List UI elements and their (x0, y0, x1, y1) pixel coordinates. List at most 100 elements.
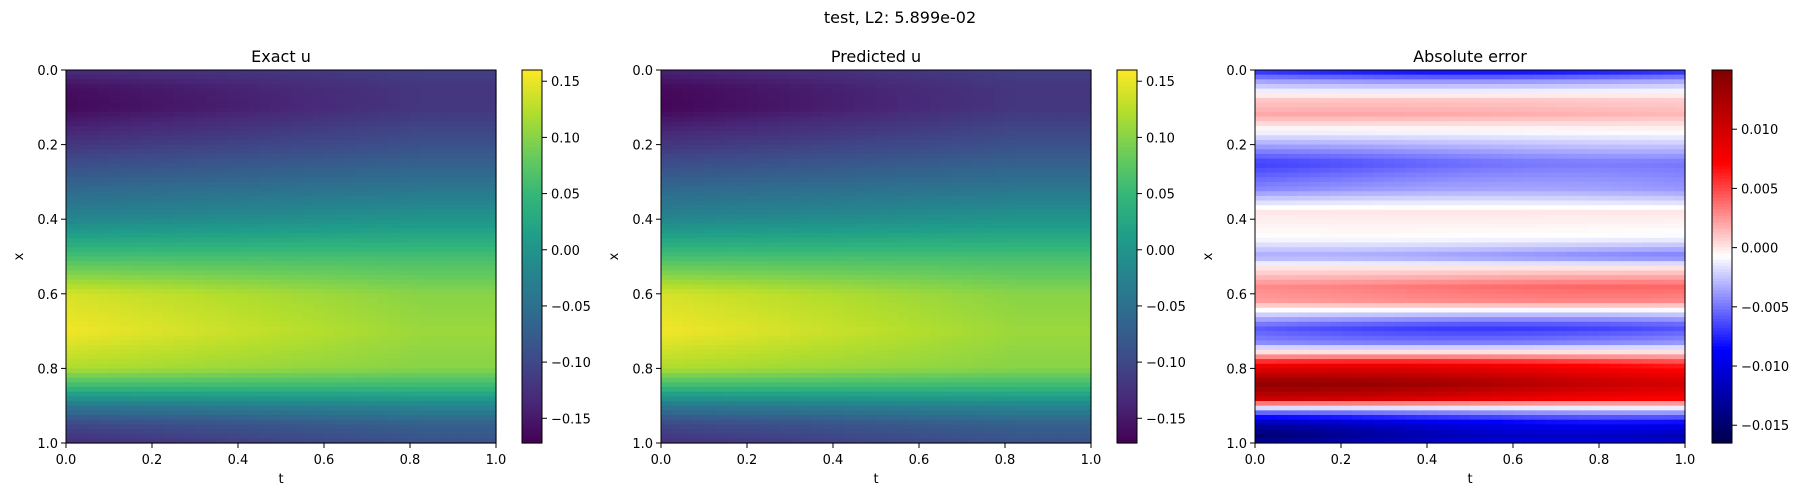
heatmap-cell (270, 228, 282, 234)
heatmap-cell (779, 144, 791, 150)
heatmap-cell (87, 139, 99, 146)
heatmap-cell (119, 279, 132, 286)
heatmap-cell (377, 195, 390, 202)
heatmap-cell (87, 368, 99, 374)
heatmap-cell (227, 121, 239, 127)
heatmap-cell (431, 345, 443, 351)
heatmap-cell (76, 233, 89, 239)
heatmap-cell (141, 172, 153, 178)
heatmap-cell (281, 303, 293, 309)
heatmap-cell (983, 247, 995, 253)
heatmap-cell (141, 377, 153, 383)
heatmap-cell (442, 172, 454, 178)
heatmap-cell (725, 74, 737, 80)
heatmap-cell (109, 270, 121, 276)
heatmap-cell (152, 177, 164, 183)
heatmap-cell (768, 219, 780, 225)
heatmap-cell (98, 111, 110, 118)
heatmap-cell (152, 111, 164, 118)
heatmap-cell (248, 167, 261, 174)
heatmap-cell (238, 74, 250, 80)
heatmap-cell (334, 102, 347, 108)
colorbar-segment (522, 439, 542, 444)
heatmap-cell (248, 284, 261, 290)
heatmap-cell (747, 149, 759, 155)
heatmap-cell (173, 298, 185, 304)
heatmap-cell (270, 321, 282, 328)
heatmap-cell (410, 70, 422, 76)
heatmap-cell (205, 163, 218, 169)
heatmap-cell (442, 83, 454, 90)
heatmap-cell (1005, 223, 1017, 230)
heatmap-cell (972, 144, 985, 150)
heatmap-cell (768, 233, 780, 239)
heatmap-cell (152, 405, 164, 411)
heatmap-cell (345, 256, 357, 262)
heatmap-cell (1058, 219, 1071, 225)
heatmap-cell (141, 139, 153, 146)
heatmap-cell (334, 163, 347, 169)
heatmap-cell (919, 74, 931, 80)
heatmap-cell (1069, 209, 1081, 216)
heatmap-cell (334, 116, 347, 122)
heatmap-cell (173, 135, 185, 141)
heatmap-cell (66, 289, 78, 295)
heatmap-cell (410, 368, 422, 374)
heatmap-cell (800, 116, 813, 122)
heatmap-cell (747, 214, 759, 220)
heatmap-cell (940, 237, 952, 244)
heatmap-cell (66, 312, 78, 318)
heatmap-cell (983, 251, 995, 258)
heatmap-cell (1069, 158, 1081, 164)
heatmap-cell (800, 195, 813, 202)
heatmap-cell (356, 177, 368, 183)
heatmap-cell (725, 102, 737, 108)
heatmap-cell (682, 111, 694, 118)
heatmap-cell (463, 125, 476, 132)
heatmap-cell (334, 373, 347, 379)
heatmap-cell (865, 88, 877, 94)
heatmap-cell (779, 251, 791, 258)
heatmap-cell (291, 70, 304, 76)
heatmap-cell (291, 438, 304, 444)
heatmap-cell (693, 102, 705, 108)
heatmap-cell (248, 396, 261, 402)
heatmap-cell (291, 326, 304, 332)
heatmap-cell (302, 125, 314, 132)
heatmap-cell (356, 139, 368, 146)
heatmap-cell (865, 93, 877, 99)
heatmap-cell (324, 205, 336, 211)
heatmap-cell (747, 158, 759, 164)
heatmap-cell (141, 247, 153, 253)
heatmap-cell (195, 149, 207, 155)
heatmap-cell (453, 363, 465, 369)
heatmap-cell (399, 415, 411, 421)
heatmap-cell (270, 102, 282, 108)
heatmap-cell (671, 233, 684, 239)
heatmap-cell (216, 312, 228, 318)
heatmap-cell (302, 391, 314, 397)
heatmap-cell (779, 121, 791, 127)
heatmap-cell (886, 79, 899, 85)
heatmap-cell (130, 177, 142, 183)
heatmap-cell (983, 125, 995, 132)
heatmap-cell (130, 391, 142, 397)
heatmap-cell (248, 107, 261, 113)
heatmap-cell (141, 251, 153, 258)
heatmap-cell (463, 219, 476, 225)
heatmap-cell (324, 410, 336, 416)
heatmap-cell (152, 172, 164, 178)
heatmap-cell (736, 191, 748, 197)
heatmap-cell (281, 279, 293, 286)
heatmap-cell (367, 382, 379, 388)
heatmap-cell (238, 139, 250, 146)
heatmap-cell (485, 345, 497, 351)
heatmap-cell (152, 335, 164, 342)
heatmap-cell (195, 433, 207, 439)
heatmap-cell (66, 382, 78, 388)
heatmap-cell (757, 121, 770, 127)
heatmap-cell (854, 135, 866, 141)
heatmap-cell (248, 223, 261, 230)
heatmap-cell (195, 293, 207, 300)
heatmap-cell (109, 363, 121, 369)
